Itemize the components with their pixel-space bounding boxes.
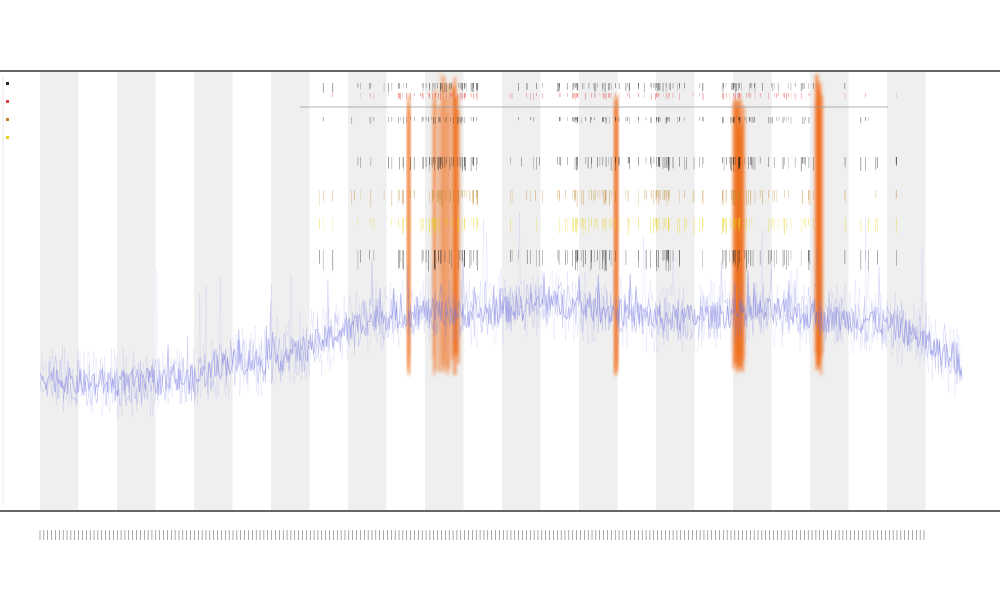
- legend: [6, 82, 9, 139]
- event-tracks: [319, 83, 897, 272]
- shaded-column: [194, 72, 233, 510]
- shaded-column: [579, 72, 618, 510]
- shaded-column: [348, 72, 387, 510]
- x-tick-labels: [39, 530, 925, 540]
- legend-swatch: [6, 136, 9, 139]
- highlight-band: [732, 95, 745, 374]
- highlight-band: [613, 94, 619, 376]
- highlight-band: [432, 73, 460, 376]
- series-line: [40, 270, 963, 397]
- legend-swatch: [6, 118, 9, 121]
- shaded-column: [117, 72, 156, 510]
- shaded-column: [271, 72, 310, 510]
- shaded-column: [656, 72, 695, 510]
- legend-swatch: [6, 82, 9, 85]
- legend-swatch: [6, 100, 9, 103]
- shaded-column: [887, 72, 926, 510]
- series-line: [40, 257, 963, 407]
- series-layer: [40, 212, 963, 419]
- highlight-bands: [406, 73, 823, 376]
- shaded-column: [502, 72, 541, 510]
- highlight-band: [814, 74, 823, 376]
- shaded-column: [40, 72, 79, 510]
- series-line: [40, 212, 963, 419]
- highlight-band: [406, 91, 411, 376]
